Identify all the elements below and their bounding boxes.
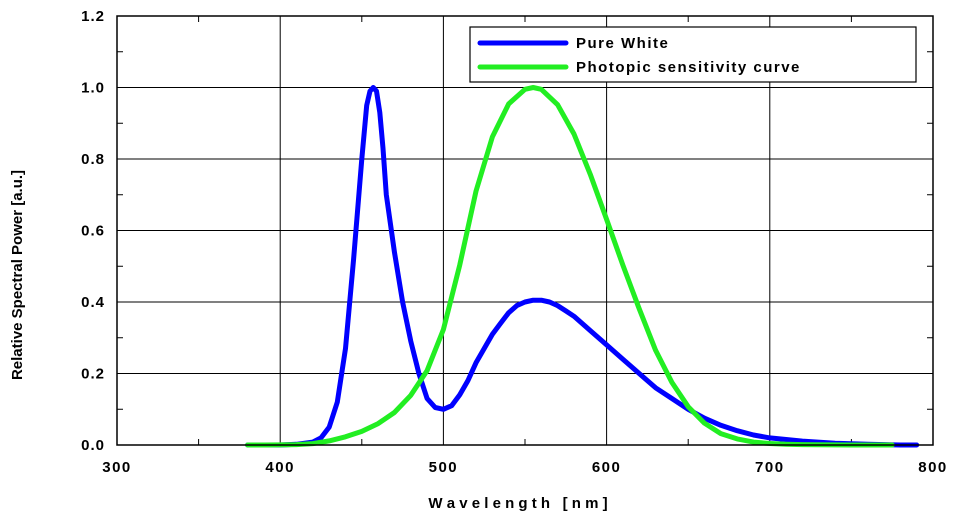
y-axis-label: Relative Spectral Power [a.u.] xyxy=(9,170,26,380)
y-tick-label: 0.0 xyxy=(81,437,105,454)
x-tick-label: 300 xyxy=(102,459,132,476)
y-tick-label: 1.2 xyxy=(81,8,105,25)
legend-label-photopic: Photopic sensitivity curve xyxy=(576,59,801,76)
series-line-pure-white xyxy=(245,85,920,448)
x-tick-label: 700 xyxy=(755,459,785,476)
y-tick-label: 0.2 xyxy=(81,366,105,383)
legend: Pure White Photopic sensitivity curve xyxy=(469,26,917,83)
y-tick-label: 0.4 xyxy=(81,294,105,311)
series-layer xyxy=(245,85,920,448)
x-axis-label: W a v e l e n g t h [ n m ] xyxy=(428,495,607,512)
x-tick-label: 500 xyxy=(429,459,459,476)
legend-label-pure-white: Pure White xyxy=(576,35,669,52)
tick-labels: 300 400 500 600 700 800 0.0 0.2 0.4 0.6 0.8 1.0 1.2 xyxy=(81,8,948,476)
y-tick-label: 0.6 xyxy=(81,223,105,240)
y-tick-label: 1.0 xyxy=(81,80,105,97)
x-tick-label: 600 xyxy=(592,459,622,476)
plot-frame xyxy=(116,15,934,446)
x-tick-label: 800 xyxy=(918,459,948,476)
series-line-photopic xyxy=(245,85,895,448)
x-tick-label: 400 xyxy=(265,459,295,476)
y-tick-label: 0.8 xyxy=(81,151,105,168)
legend-box xyxy=(469,26,917,83)
